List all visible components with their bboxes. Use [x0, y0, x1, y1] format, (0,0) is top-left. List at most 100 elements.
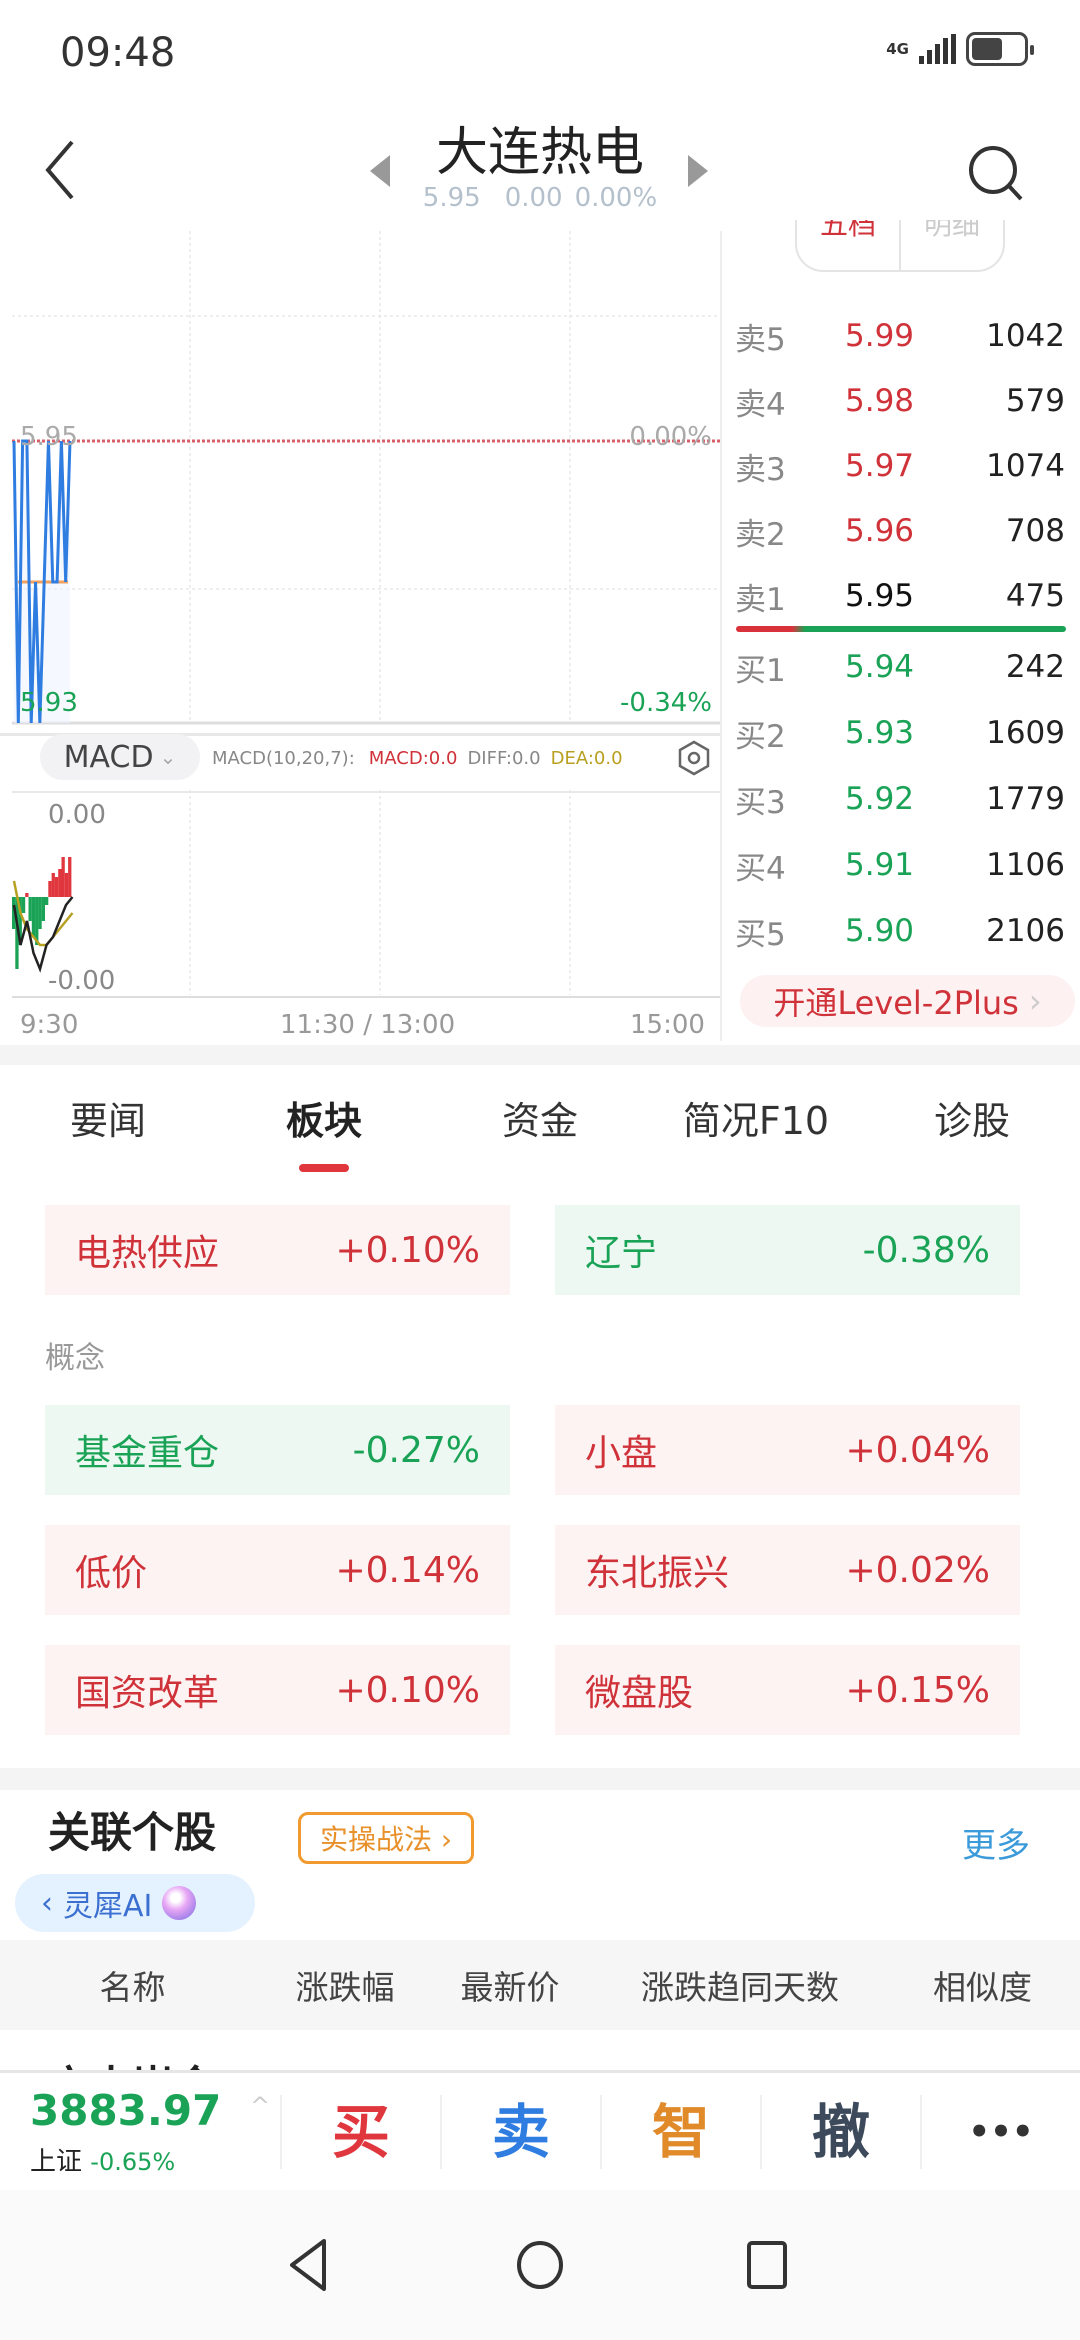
macd-bar — [64, 873, 69, 897]
sector-name: 微盘股 — [585, 1673, 694, 1714]
nav-home-icon[interactable] — [516, 2240, 564, 2290]
status-icons: 4G — [886, 32, 1034, 66]
tab-3[interactable]: 简况F10 — [682, 1099, 830, 1143]
tab-2[interactable]: 资金 — [501, 1099, 578, 1143]
macd-params: MACD(10,20,7): MACD:0.0 DIFF:0.0 DEA:0.0 — [212, 748, 623, 769]
level-label: 卖5 — [735, 321, 786, 358]
macd-bar — [68, 857, 72, 897]
order-book — [720, 231, 1080, 1041]
action-2[interactable]: 智 — [600, 2094, 760, 2169]
macd-bar — [28, 897, 32, 921]
sector-chip[interactable]: 国资改革 +0.10% — [45, 1645, 510, 1735]
macd-param-label: MACD(10,20,7): — [212, 748, 355, 769]
sector-pct: +0.02% — [845, 1549, 990, 1591]
ai-assistant-button[interactable]: ‹ 灵犀AI — [15, 1874, 255, 1932]
sector-pct: +0.14% — [335, 1549, 480, 1591]
order-book-row[interactable]: 买2 5.93 1609 — [735, 713, 1065, 755]
more-link[interactable]: 更多 — [962, 1826, 1030, 1866]
level-volume: 1042 — [986, 318, 1065, 354]
chevron-down-icon: ⌄ — [159, 745, 177, 769]
macd-bar — [41, 897, 45, 921]
nav-recents-icon[interactable] — [746, 2240, 788, 2290]
settings-icon[interactable] — [676, 740, 712, 776]
level-price: 5.95 — [845, 578, 915, 614]
prev-stock-icon[interactable] — [370, 155, 390, 187]
sector-pct: -0.38% — [862, 1229, 990, 1271]
col-similarity[interactable]: 相似度 — [933, 1968, 1032, 2007]
macd-bar — [21, 897, 26, 913]
chevron-right-icon: › — [1028, 982, 1042, 1020]
macd-bar — [25, 893, 29, 897]
level-label: 卖3 — [735, 451, 786, 488]
sector-chip[interactable]: 小盘 +0.04% — [555, 1405, 1020, 1495]
col-same-days[interactable]: 涨跌趋同天数 — [641, 1968, 839, 2007]
level-volume: 2106 — [986, 913, 1065, 949]
indicator-selector[interactable]: MACD ⌄ — [40, 734, 200, 780]
sector-chip[interactable]: 电热供应 +0.10% — [45, 1205, 510, 1295]
dea-value: DEA:0.0 — [550, 748, 623, 769]
concept-heading: 概念 — [45, 1341, 105, 1376]
intraday-chart[interactable] — [0, 231, 720, 731]
order-book-row[interactable]: 卖4 5.98 579 — [735, 381, 1065, 423]
tab-4[interactable]: 诊股 — [933, 1099, 1010, 1143]
macd-bar — [51, 873, 55, 897]
macd-bar — [31, 897, 36, 937]
back-icon[interactable] — [42, 138, 82, 202]
col-name[interactable]: 名称 — [99, 1968, 166, 2007]
sector-name: 基金重仓 — [75, 1433, 220, 1474]
level-volume: 1609 — [986, 715, 1065, 751]
order-book-row[interactable]: 买1 5.94 242 — [735, 647, 1065, 689]
related-stocks-title: 关联个股 — [48, 1808, 217, 1857]
macd-chart[interactable] — [0, 790, 720, 1000]
sector-chip[interactable]: 辽宁 -0.38% — [555, 1205, 1020, 1295]
quote-summary: 5.95 0.00 0.00% — [0, 183, 1080, 213]
bid-ask-ratio-bar — [736, 626, 1066, 632]
col-change[interactable]: 涨跌幅 — [295, 1968, 395, 2007]
level2-button[interactable]: 开通Level-2Plus › — [740, 975, 1075, 1027]
sector-chip[interactable]: 低价 +0.14% — [45, 1525, 510, 1615]
sector-chip[interactable]: 东北振兴 +0.02% — [555, 1525, 1020, 1615]
sector-pct: -0.27% — [352, 1429, 480, 1471]
sector-chip[interactable]: 微盘股 +0.15% — [555, 1645, 1020, 1735]
table-row[interactable]: 方大炭金 — [48, 2053, 216, 2070]
action-3[interactable]: 撤 — [760, 2094, 920, 2169]
order-book-row[interactable]: 卖5 5.99 1042 — [735, 316, 1065, 358]
network-type: 4G — [886, 39, 909, 58]
macd-bar — [35, 897, 39, 945]
pct-top-label: 0.00% — [629, 422, 712, 452]
sector-pct: +0.15% — [845, 1669, 990, 1711]
level-volume: 1074 — [986, 448, 1065, 484]
tab-1[interactable]: 板块 — [216, 1090, 432, 1172]
nav-back-icon[interactable] — [288, 2237, 328, 2293]
tab-five-levels[interactable]: 五档 — [797, 220, 901, 270]
next-stock-icon[interactable] — [688, 155, 708, 187]
system-nav-bar — [0, 2190, 1080, 2340]
signal-icon — [919, 34, 956, 64]
search-icon[interactable] — [966, 143, 1026, 203]
chevron-left-icon: ‹ — [41, 1885, 53, 1921]
order-book-row[interactable]: 买5 5.90 2106 — [735, 911, 1065, 953]
level-label: 买1 — [735, 652, 786, 689]
order-book-row[interactable]: 卖3 5.97 1074 — [735, 446, 1065, 488]
strategy-tag-button[interactable]: 实操战法 › — [298, 1812, 474, 1864]
price-line — [12, 439, 72, 724]
order-book-row[interactable]: 卖1 5.95 475 — [735, 576, 1065, 618]
tab-0[interactable]: 要闻 — [69, 1099, 146, 1143]
macd-bar — [48, 881, 52, 897]
action-1[interactable]: 卖 — [440, 2094, 600, 2169]
order-book-row[interactable]: 买3 5.92 1779 — [735, 779, 1065, 821]
tab-details[interactable]: 明细 — [923, 220, 980, 241]
index-ticker[interactable]: 3883.97 ^ 上证 -0.65% — [0, 2086, 280, 2178]
sector-pct: +0.04% — [845, 1429, 990, 1471]
order-book-row[interactable]: 卖2 5.96 708 — [735, 511, 1065, 553]
action-4[interactable]: ••• — [920, 2094, 1080, 2169]
order-book-row[interactable]: 买4 5.91 1106 — [735, 845, 1065, 887]
action-0[interactable]: 买 — [280, 2094, 440, 2169]
macd-bottom-label: -0.00 — [48, 966, 116, 996]
ai-label: 灵犀AI — [63, 1889, 153, 1924]
level-price: 5.94 — [845, 649, 915, 685]
related-table-header: 名称 涨跌幅 最新价 涨跌趋同天数 相似度 — [0, 1940, 1080, 2030]
sector-chip[interactable]: 基金重仓 -0.27% — [45, 1405, 510, 1495]
col-price[interactable]: 最新价 — [460, 1968, 560, 2007]
sector-name: 低价 — [75, 1553, 148, 1594]
